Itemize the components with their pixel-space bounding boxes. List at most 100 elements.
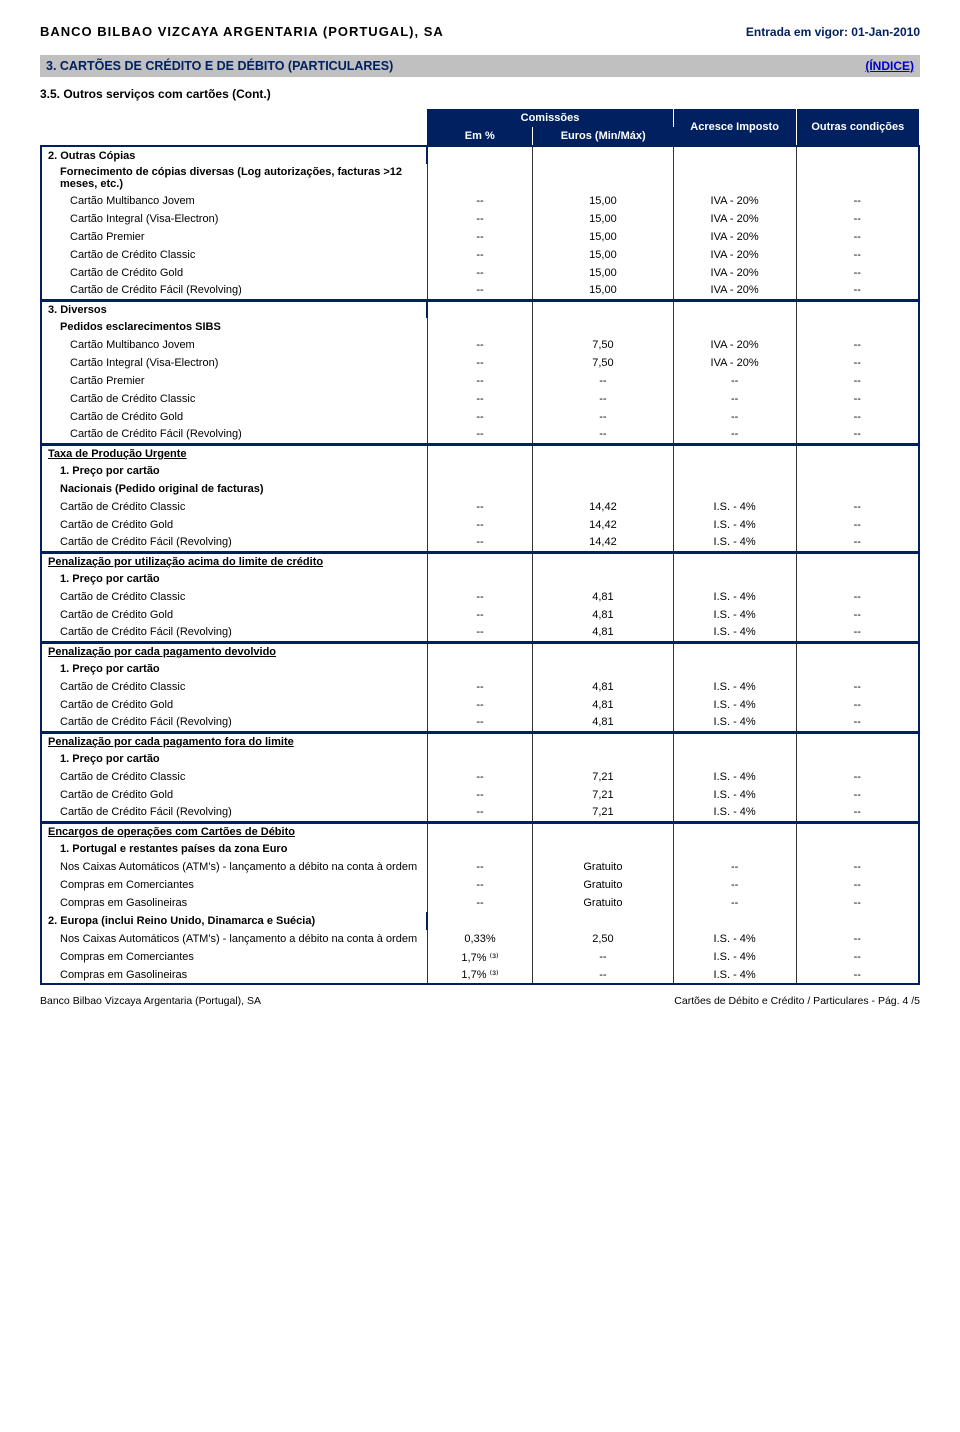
group-title: 2. Outras Cópias [41,146,427,164]
row-imp: I.S. - 4% [673,930,796,948]
row-pct: -- [427,246,532,264]
effective-date: Entrada em vigor: 01-Jan-2010 [746,25,920,39]
row-label: Compras em Gasolineiras [41,894,427,912]
row-cond: -- [796,894,919,912]
subsection-title: 3.5. Outros serviços com cartões (Cont.) [40,87,920,101]
row-eur: -- [533,966,673,984]
row-pct: -- [427,390,532,408]
cell [796,750,919,768]
row-label: Cartão Premier [41,228,427,246]
cell [427,146,532,164]
row-pct: -- [427,354,532,372]
row-cond: -- [796,264,919,282]
row-pct: 1,7% ⁽³⁾ [427,966,532,984]
row-imp: I.S. - 4% [673,588,796,606]
cell [427,300,532,318]
row-pct: -- [427,858,532,876]
row-eur: 4,81 [533,624,673,642]
row-pct: -- [427,786,532,804]
section-title: 3. CARTÕES DE CRÉDITO E DE DÉBITO (PARTI… [46,59,393,73]
row-cond: -- [796,786,919,804]
row-pct: -- [427,606,532,624]
row-eur: 15,00 [533,228,673,246]
cell [796,570,919,588]
row-eur: 15,00 [533,282,673,300]
cell [673,912,796,930]
row-label: Cartão de Crédito Classic [41,768,427,786]
row-eur: 14,42 [533,516,673,534]
cell [796,146,919,164]
row-pct: -- [427,408,532,426]
cell [427,840,532,858]
row-imp: IVA - 20% [673,246,796,264]
row-eur: -- [533,372,673,390]
row-cond: -- [796,516,919,534]
cell [796,660,919,678]
cell [673,570,796,588]
cell [796,822,919,840]
row-pct: -- [427,264,532,282]
cell [533,642,673,660]
row-cond: -- [796,408,919,426]
row-cond: -- [796,606,919,624]
row-imp: I.S. - 4% [673,714,796,732]
row-cond: -- [796,948,919,966]
row-label: Cartão Multibanco Jovem [41,192,427,210]
cell [427,732,532,750]
col-acresce: Acresce Imposto [673,109,796,146]
col-comissoes: Comissões [427,109,673,127]
row-pct: -- [427,426,532,444]
section-bar: 3. CARTÕES DE CRÉDITO E DE DÉBITO (PARTI… [40,55,920,77]
row-eur: Gratuito [533,858,673,876]
row-imp: I.S. - 4% [673,768,796,786]
cell [427,570,532,588]
cell [673,146,796,164]
row-cond: -- [796,246,919,264]
row-eur: 4,81 [533,696,673,714]
row-cond: -- [796,282,919,300]
row-eur: 7,21 [533,804,673,822]
cell [673,480,796,498]
cell [533,444,673,462]
row-imp: IVA - 20% [673,264,796,282]
row-imp: I.S. - 4% [673,966,796,984]
row-label: Cartão de Crédito Fácil (Revolving) [41,282,427,300]
row-eur: 7,21 [533,786,673,804]
row-label: Cartão de Crédito Gold [41,786,427,804]
row-label: Cartão de Crédito Classic [41,498,427,516]
row-label: Cartão de Crédito Classic [41,246,427,264]
row-eur: 7,50 [533,336,673,354]
cell [427,164,532,192]
row-label: Nos Caixas Automáticos (ATM's) - lançame… [41,930,427,948]
row-imp: -- [673,876,796,894]
row-imp: I.S. - 4% [673,624,796,642]
cell [673,444,796,462]
cell [427,480,532,498]
cell [533,146,673,164]
row-cond: -- [796,858,919,876]
row-cond: -- [796,192,919,210]
row-imp: IVA - 20% [673,228,796,246]
row-cond: -- [796,966,919,984]
row-imp: I.S. - 4% [673,804,796,822]
cell [673,300,796,318]
table-body: 2. Outras CópiasFornecimento de cópias d… [41,146,919,984]
cell [673,840,796,858]
cell [673,660,796,678]
cell [427,642,532,660]
index-link[interactable]: (ÍNDICE) [865,59,914,73]
row-eur: 14,42 [533,498,673,516]
row-pct: -- [427,876,532,894]
cell [427,750,532,768]
row-label: Cartão de Crédito Fácil (Revolving) [41,714,427,732]
cell [533,570,673,588]
cell [796,642,919,660]
footer-right: Cartões de Débito e Crédito / Particular… [674,995,920,1007]
row-pct: -- [427,336,532,354]
row-pct: -- [427,624,532,642]
row-imp: -- [673,390,796,408]
cell [533,318,673,336]
row-pct: -- [427,192,532,210]
row-imp: I.S. - 4% [673,516,796,534]
cell [427,822,532,840]
